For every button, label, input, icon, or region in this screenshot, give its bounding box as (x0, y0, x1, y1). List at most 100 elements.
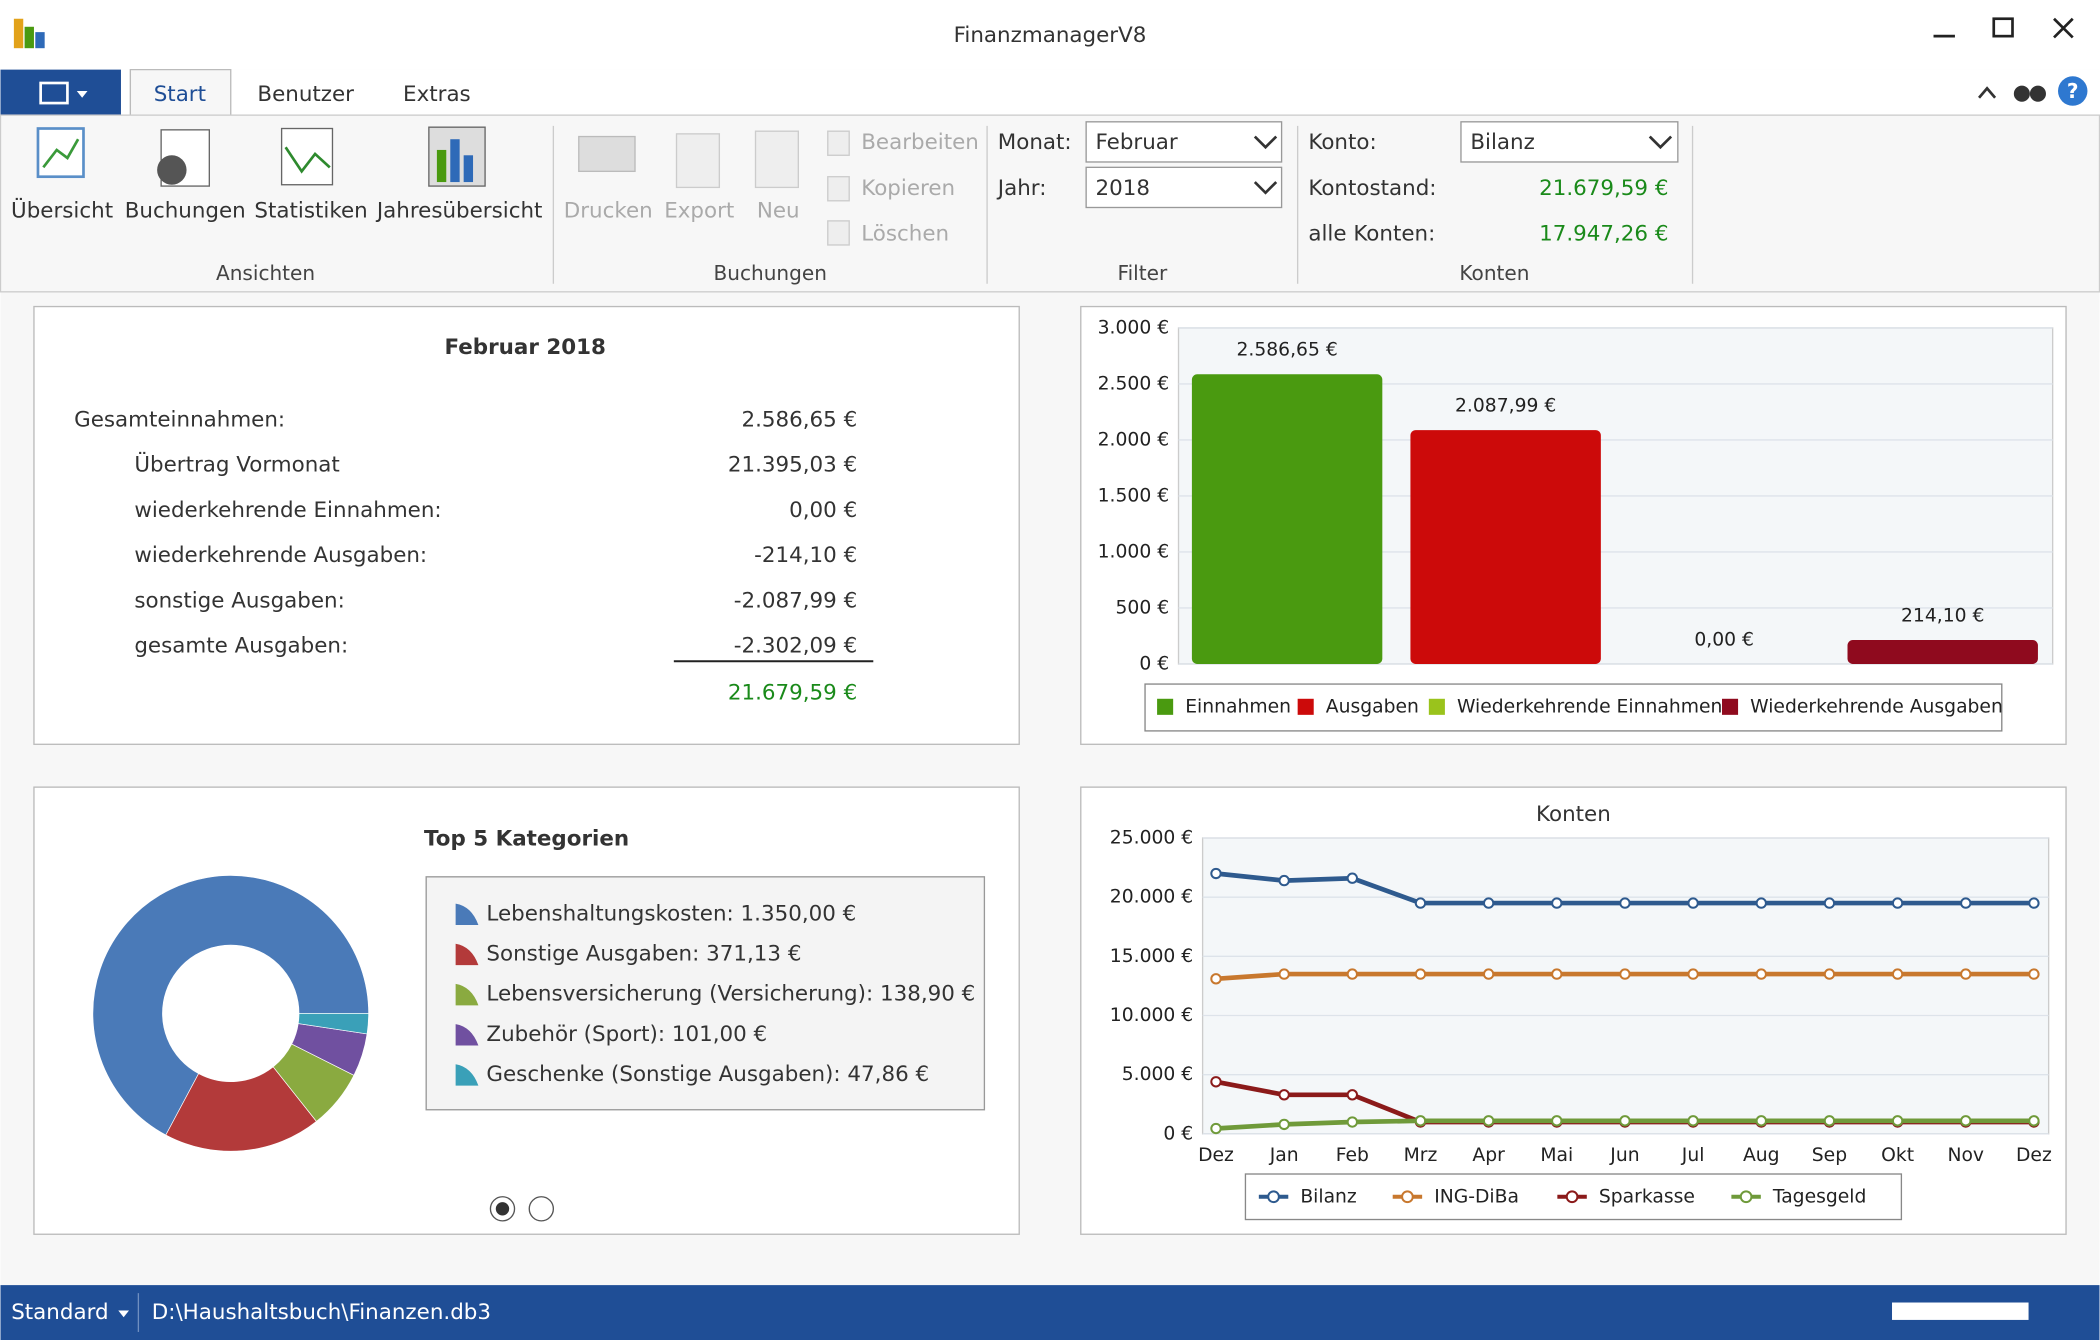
point (1619, 1115, 1631, 1127)
dropdown[interactable] (1085, 121, 1283, 163)
point (1823, 897, 1836, 909)
point (1551, 1115, 1563, 1127)
search-icon[interactable] (2013, 85, 2046, 102)
ribbon-small-button[interactable]: Löschen (861, 221, 949, 246)
ribbon-button[interactable]: Export (664, 199, 734, 224)
point (1960, 968, 1972, 980)
legend-swatch (455, 943, 479, 966)
dropdown-arrow (1648, 135, 1673, 150)
x-tick-label: Dez (2016, 1145, 2052, 1166)
summary-value: -214,10 € (754, 543, 857, 568)
help[interactable] (2058, 76, 2088, 106)
dropdown[interactable] (1460, 121, 1679, 163)
point (1210, 1076, 1222, 1088)
bar (1847, 639, 2038, 664)
y-tick-label: 3.000 € (1098, 317, 1170, 338)
x-tick-label: Jul (1681, 1145, 1705, 1166)
y-tick-label: 1.000 € (1098, 541, 1170, 562)
pager-dot[interactable] (528, 1196, 555, 1222)
legend-swatch (1722, 698, 1739, 715)
legend-label: ING-DiBa (1434, 1186, 1519, 1207)
tab[interactable]: Start (154, 82, 206, 107)
legend-label: Ausgaben (1326, 696, 1419, 717)
y-tick-label: 2.500 € (1098, 373, 1170, 394)
y-tick-label: 0 € (1163, 1123, 1193, 1144)
summary-value: -2.302,09 € (734, 634, 857, 659)
legend-label: Sonstige Ausgaben: 371,13 € (486, 941, 801, 966)
legend (1144, 683, 2003, 732)
ribbon-button[interactable]: Übersicht (11, 198, 113, 224)
x-tick-label: Aug (1743, 1145, 1780, 1166)
field-value: 21.679,59 € (1539, 176, 1668, 201)
legend-swatch (1565, 1190, 1579, 1204)
point (1278, 968, 1290, 980)
bar (1410, 430, 1601, 664)
group-label: Konten (1459, 261, 1529, 285)
ribbon-button[interactable]: Statistiken (254, 199, 367, 224)
app-menu[interactable] (0, 69, 121, 116)
ribbon-small-button[interactable]: Kopieren (861, 176, 955, 201)
point (1414, 968, 1427, 980)
point (1346, 1089, 1359, 1101)
point (1755, 968, 1767, 980)
group-label: Filter (1118, 261, 1168, 285)
point (1687, 897, 1699, 909)
point (1823, 1115, 1836, 1127)
field-label: Kontostand: (1308, 176, 1436, 201)
summary-title: Februar 2018 (445, 335, 606, 360)
x-tick-label: Sep (1812, 1145, 1847, 1166)
y-tick-label: 10.000 € (1110, 1005, 1193, 1026)
maximize[interactable] (1992, 17, 2014, 38)
title-bar (0, 0, 2100, 70)
point (1891, 1115, 1904, 1127)
point (1755, 1115, 1767, 1127)
app-menu-arrow (76, 91, 88, 98)
ribbon-button[interactable]: Neu (757, 199, 800, 224)
summary-label: Gesamteinnahmen: (74, 407, 285, 432)
status-path: D:\Haushaltsbuch\Finanzen.db3 (152, 1300, 491, 1325)
dropdown-value: Bilanz (1470, 130, 1535, 155)
y-tick-label: 20.000 € (1110, 887, 1193, 908)
dropdown-value: 2018 (1096, 176, 1150, 201)
ribbon-small-button[interactable]: Bearbeiten (861, 130, 979, 155)
y-tick-label: 0 € (1139, 653, 1169, 674)
data-label: 214,10 € (1901, 605, 1984, 626)
ribbon-button[interactable]: Jahresübersicht (375, 199, 543, 224)
point (2028, 968, 2040, 980)
legend-label: Wiederkehrende Einnahmen (1457, 696, 1722, 717)
dropdown[interactable] (1085, 166, 1283, 209)
tab[interactable]: Benutzer (257, 82, 354, 107)
point (1551, 968, 1563, 980)
x-tick-label: Feb (1336, 1145, 1369, 1166)
plot-area (1201, 837, 2050, 1135)
summary-label: sonstige Ausgaben: (134, 588, 344, 613)
x-tick-label: Nov (1947, 1145, 1984, 1166)
pie-legend (425, 876, 986, 1111)
summary-label: Übertrag Vormonat (134, 452, 339, 478)
tab-selected[interactable] (129, 68, 232, 116)
point (1482, 968, 1495, 980)
dropdown-value: Februar (1096, 130, 1178, 155)
x-tick-label: Dez (1198, 1145, 1234, 1166)
summary-value: 21.395,03 € (728, 453, 857, 478)
legend-label: Lebensversicherung (Versicherung): 138,9… (486, 982, 975, 1007)
chart-title: Top 5 Kategorien (424, 826, 629, 851)
point (1210, 867, 1222, 880)
legend-swatch (1267, 1190, 1280, 1204)
field-label: Jahr: (996, 176, 1047, 201)
status-profile[interactable]: Standard (11, 1300, 108, 1325)
point (1482, 897, 1495, 909)
legend-swatch (1428, 698, 1445, 715)
legend-swatch (1401, 1190, 1414, 1204)
close[interactable] (2053, 17, 2074, 39)
pie-slice (92, 875, 369, 1136)
collapse-ribbon[interactable] (1978, 86, 1997, 99)
y-tick-label: 2.000 € (1098, 429, 1170, 450)
summary-label: gesamte Ausgaben: (134, 634, 348, 659)
data-label: 2.586,65 € (1236, 340, 1337, 361)
tab[interactable]: Extras (403, 82, 471, 107)
ribbon-button[interactable]: Drucken (564, 199, 653, 224)
ribbon-button[interactable]: Buchungen (125, 199, 246, 224)
point (1755, 897, 1767, 909)
summary-label: wiederkehrende Ausgaben: (134, 543, 427, 568)
